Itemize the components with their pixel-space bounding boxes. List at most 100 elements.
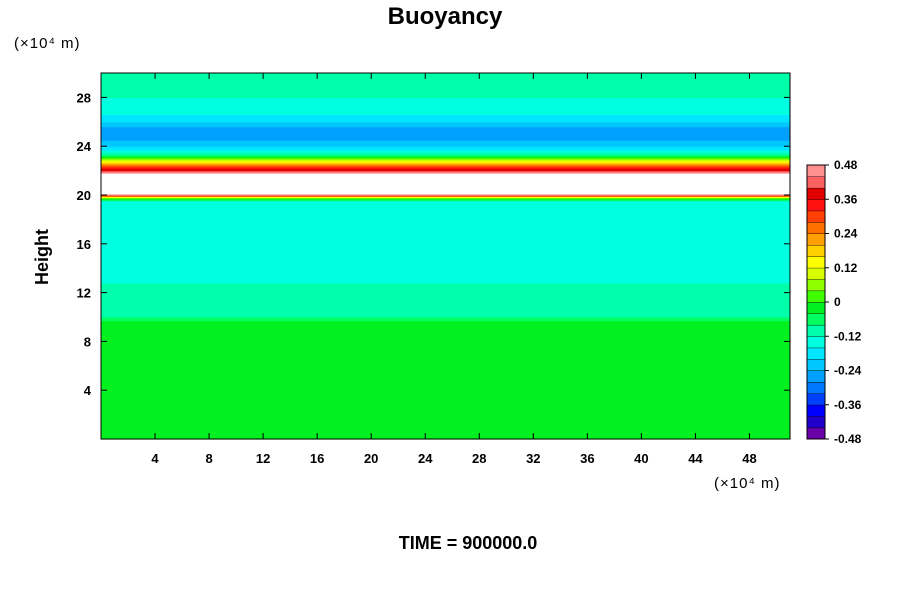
heatmap-band <box>101 219 790 222</box>
heatmap-band <box>101 114 790 117</box>
heatmap-band <box>101 207 790 210</box>
y-tick-label: 12 <box>77 286 91 301</box>
heatmap-band <box>101 120 790 123</box>
heatmap-band <box>101 323 790 325</box>
heatmap-band <box>101 434 790 436</box>
heatmap-band <box>101 201 790 203</box>
heatmap-band <box>101 74 790 77</box>
heatmap-band <box>101 365 790 368</box>
colorbar-tick-label: 0 <box>834 295 841 309</box>
heatmap-band <box>101 290 790 292</box>
heatmap-band <box>101 110 790 113</box>
heatmap-band <box>101 315 790 318</box>
heatmap-band <box>101 176 790 179</box>
heatmap-band <box>101 116 790 119</box>
heatmap-band <box>101 367 790 369</box>
heatmap-band <box>101 124 790 127</box>
heatmap-band <box>101 214 790 217</box>
heatmap-band <box>101 379 790 382</box>
heatmap-band <box>101 163 790 166</box>
x-tick-label: 32 <box>526 451 540 466</box>
heatmap-band <box>101 144 790 147</box>
heatmap-band <box>101 293 790 296</box>
heatmap-band <box>101 162 790 164</box>
heatmap-band <box>101 135 790 138</box>
x-tick-label: 24 <box>418 451 433 466</box>
heatmap-band <box>101 248 790 251</box>
heatmap-band <box>101 173 790 175</box>
heatmap-band <box>101 174 790 177</box>
heatmap-band <box>101 398 790 401</box>
heatmap-band <box>101 317 790 319</box>
heatmap-band <box>101 202 790 205</box>
heatmap-band <box>101 195 790 197</box>
x-tick-label: 12 <box>256 451 270 466</box>
heatmap-band <box>101 88 790 91</box>
heatmap-band <box>101 348 790 351</box>
heatmap-band <box>101 260 790 263</box>
heatmap-band <box>101 102 790 105</box>
heatmap-band <box>101 153 790 156</box>
y-axis-label: Height <box>32 229 52 285</box>
heatmap-band <box>101 187 790 190</box>
heatmap-band <box>101 403 790 406</box>
colorbar-segment <box>806 301 826 314</box>
heatmap-band <box>101 246 790 249</box>
heatmap-band <box>101 338 790 341</box>
heatmap-band <box>101 298 790 301</box>
heatmap-band <box>101 354 790 357</box>
heatmap-band <box>101 314 790 317</box>
heatmap-band <box>101 259 790 262</box>
x-tick-label: 20 <box>364 451 378 466</box>
heatmap-band <box>101 371 790 374</box>
heatmap-band <box>101 234 790 236</box>
heatmap-band <box>101 428 790 430</box>
heatmap-band <box>101 284 790 286</box>
heatmap-band <box>101 384 790 386</box>
colorbar-segment <box>806 393 826 406</box>
heatmap-band <box>101 430 790 433</box>
plot-frame <box>100 72 791 440</box>
heatmap-band <box>101 303 790 306</box>
colorbar-segment <box>806 415 826 429</box>
heatmap-band <box>101 147 790 150</box>
heatmap-band <box>101 276 790 279</box>
heatmap-band <box>101 309 790 312</box>
heatmap-band <box>101 295 790 297</box>
heatmap-band <box>101 312 790 314</box>
colorbar-tick-label: -0.36 <box>834 398 862 412</box>
heatmap-band <box>101 123 790 125</box>
heatmap-band <box>101 109 790 112</box>
heatmap-band <box>101 241 790 244</box>
heatmap-band <box>101 87 790 90</box>
heatmap-band <box>101 407 790 410</box>
heatmap-band <box>101 385 790 388</box>
y-tick-label: 20 <box>77 188 91 203</box>
heatmap-band <box>101 296 790 299</box>
heatmap-band <box>101 386 790 389</box>
heatmap-band <box>101 351 790 353</box>
heatmap-band <box>101 387 790 390</box>
heatmap-band <box>101 319 790 322</box>
heatmap-band <box>101 126 790 129</box>
heatmap-band <box>101 287 790 290</box>
heatmap-band <box>101 137 790 140</box>
heatmap-band <box>101 75 790 78</box>
heatmap-band <box>101 119 790 122</box>
heatmap-band <box>101 121 790 124</box>
heatmap-band <box>101 138 790 141</box>
x-tick-label: 4 <box>151 451 159 466</box>
heatmap-band <box>101 421 790 424</box>
heatmap-band <box>101 299 790 302</box>
x-axis-unit: (×10⁴ m) <box>714 475 781 492</box>
heatmap-band <box>101 356 790 358</box>
heatmap-band <box>101 369 790 372</box>
heatmap-band <box>101 302 790 305</box>
heatmap-band <box>101 149 790 152</box>
colorbar-segment <box>806 187 826 200</box>
heatmap-band <box>101 143 790 146</box>
heatmap-band <box>101 301 790 303</box>
heatmap-band <box>101 431 790 434</box>
heatmap-band <box>101 409 790 412</box>
heatmap-band <box>101 166 790 169</box>
